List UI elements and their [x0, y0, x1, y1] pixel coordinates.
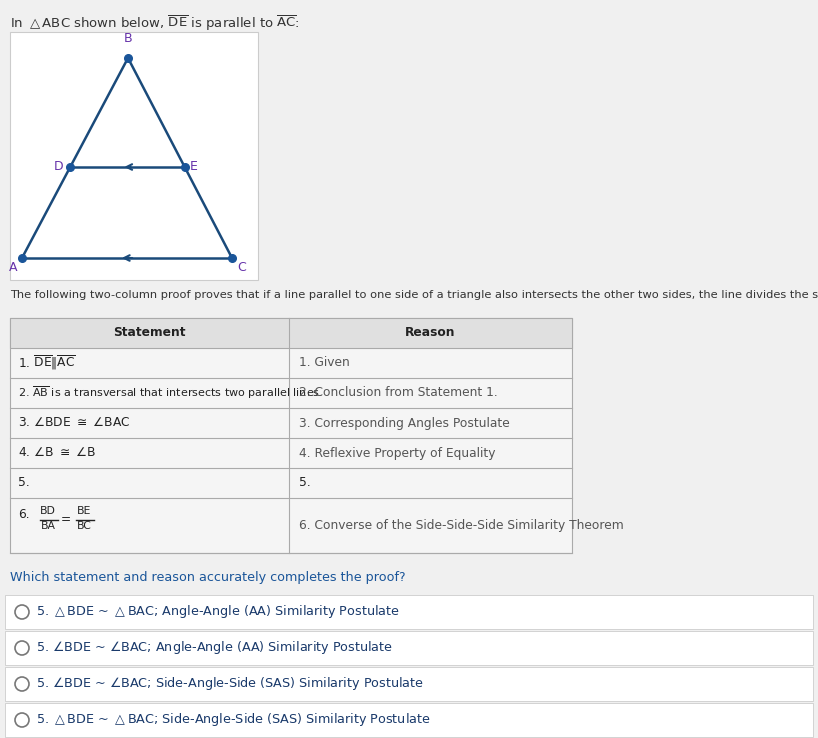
Text: 5.: 5. [18, 477, 29, 489]
FancyBboxPatch shape [10, 318, 572, 348]
Text: 1. Given: 1. Given [299, 356, 350, 370]
Text: 5. $\angle$BDE ~ $\angle$BAC; Side-Angle-Side (SAS) Similarity Postulate: 5. $\angle$BDE ~ $\angle$BAC; Side-Angle… [36, 675, 424, 692]
Text: Which statement and reason accurately completes the proof?: Which statement and reason accurately co… [10, 571, 406, 584]
FancyBboxPatch shape [5, 667, 813, 701]
Text: BC: BC [77, 521, 92, 531]
Text: BE: BE [77, 506, 91, 516]
Text: 5.: 5. [299, 477, 311, 489]
Text: D: D [54, 160, 63, 173]
Text: 6. Converse of the Side-Side-Side Similarity Theorem: 6. Converse of the Side-Side-Side Simila… [299, 519, 624, 532]
Text: Statement: Statement [113, 326, 186, 339]
Text: 6.: 6. [18, 508, 29, 521]
Text: B: B [124, 32, 133, 45]
Text: 3. Corresponding Angles Postulate: 3. Corresponding Angles Postulate [299, 416, 510, 430]
Text: In $\triangle$ABC shown below, $\overline{\rm DE}$ is parallel to $\overline{\rm: In $\triangle$ABC shown below, $\overlin… [10, 14, 299, 33]
Text: 3. $\angle$BDE $\cong$ $\angle$BAC: 3. $\angle$BDE $\cong$ $\angle$BAC [18, 416, 131, 430]
FancyBboxPatch shape [10, 318, 572, 553]
Text: Reason: Reason [405, 326, 456, 339]
Text: 5. $\triangle$BDE ~ $\triangle$BAC; Angle-Angle (AA) Similarity Postulate: 5. $\triangle$BDE ~ $\triangle$BAC; Angl… [36, 604, 400, 621]
Text: 5. $\angle$BDE ~ $\angle$BAC; Angle-Angle (AA) Similarity Postulate: 5. $\angle$BDE ~ $\angle$BAC; Angle-Angl… [36, 640, 393, 657]
FancyBboxPatch shape [5, 595, 813, 629]
Text: 2. Conclusion from Statement 1.: 2. Conclusion from Statement 1. [299, 387, 497, 399]
FancyBboxPatch shape [5, 703, 813, 737]
FancyBboxPatch shape [5, 631, 813, 665]
Text: 5. $\triangle$BDE ~ $\triangle$BAC; Side-Angle-Side (SAS) Similarity Postulate: 5. $\triangle$BDE ~ $\triangle$BAC; Side… [36, 711, 430, 728]
Text: The following two-column proof proves that if a line parallel to one side of a t: The following two-column proof proves th… [10, 290, 818, 300]
Text: E: E [190, 160, 198, 173]
Text: BA: BA [41, 521, 56, 531]
Text: A: A [8, 261, 17, 274]
Text: 4. Reflexive Property of Equality: 4. Reflexive Property of Equality [299, 446, 496, 460]
Text: BD: BD [40, 506, 56, 516]
Text: 2. $\overline{\rm AB}$ is a transversal that intersects two parallel lines.: 2. $\overline{\rm AB}$ is a transversal … [18, 384, 323, 401]
FancyBboxPatch shape [10, 32, 258, 280]
Text: 1. $\overline{\rm DE}\|\overline{\rm AC}$: 1. $\overline{\rm DE}\|\overline{\rm AC}… [18, 354, 76, 372]
Text: =: = [61, 514, 71, 526]
Text: C: C [237, 261, 245, 274]
Text: 4. $\angle$B $\cong$ $\angle$B: 4. $\angle$B $\cong$ $\angle$B [18, 446, 97, 460]
